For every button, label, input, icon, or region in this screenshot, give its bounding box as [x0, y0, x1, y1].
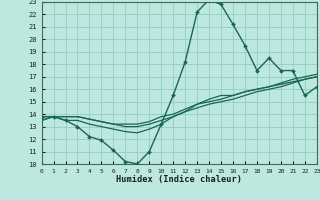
X-axis label: Humidex (Indice chaleur): Humidex (Indice chaleur)	[116, 175, 242, 184]
